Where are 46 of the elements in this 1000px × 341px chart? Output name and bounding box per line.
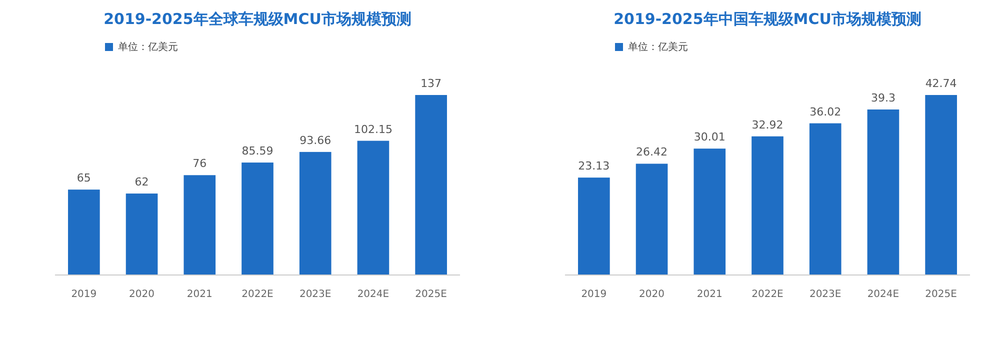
- data-label: 39.3: [870, 91, 896, 104]
- bar: [242, 162, 274, 275]
- data-label: 23.13: [578, 160, 610, 173]
- x-tick-label: 2019: [71, 289, 97, 300]
- x-tick-label: 2019: [581, 289, 607, 300]
- x-tick-label: 2024E: [867, 289, 900, 300]
- x-tick-label: 2021: [696, 289, 722, 300]
- bar: [694, 148, 726, 275]
- x-tick-label: 2020: [129, 289, 155, 300]
- chart-title: 2019-2025年全球车规级MCU市场规模预测: [104, 10, 412, 28]
- x-tick-label: 2024E: [357, 289, 390, 300]
- x-tick-label: 2025E: [925, 289, 957, 300]
- x-tick-label: 2022E: [752, 289, 784, 300]
- data-label: 42.74: [925, 77, 957, 90]
- data-label: 62: [134, 176, 149, 189]
- data-label: 76: [192, 157, 207, 170]
- bar: [357, 140, 390, 275]
- bar: [809, 123, 842, 275]
- data-label: 137: [420, 77, 442, 90]
- x-tick-label: 2021: [186, 289, 212, 300]
- bar: [184, 175, 216, 275]
- legend-label: 单位：亿美元: [628, 41, 688, 53]
- data-label: 65: [76, 172, 91, 185]
- data-label: 102.15: [354, 122, 392, 136]
- bar: [415, 95, 447, 275]
- legend-label: 单位：亿美元: [118, 41, 178, 53]
- x-tick-label: 2022E: [242, 289, 274, 300]
- bar: [752, 136, 784, 275]
- x-tick-label: 2023E: [299, 289, 332, 300]
- x-tick-label: 2023E: [809, 289, 842, 300]
- bar: [299, 152, 332, 275]
- x-tick-label: 2025E: [415, 289, 447, 300]
- bar: [925, 95, 957, 275]
- data-label: 30.01: [694, 130, 726, 144]
- data-label: 32.92: [752, 118, 784, 132]
- bar: [636, 164, 668, 275]
- bar: [867, 109, 900, 275]
- chart-title: 2019-2025年中国车规级MCU市场规模预测: [614, 10, 922, 28]
- bar: [68, 190, 100, 275]
- data-label: 26.42: [636, 146, 668, 159]
- data-label: 93.66: [300, 134, 332, 147]
- bar: [578, 178, 610, 275]
- x-tick-label: 2020: [639, 289, 665, 300]
- bar: [126, 194, 158, 275]
- data-label: 85.59: [242, 144, 274, 158]
- data-label: 36.02: [810, 105, 842, 118]
